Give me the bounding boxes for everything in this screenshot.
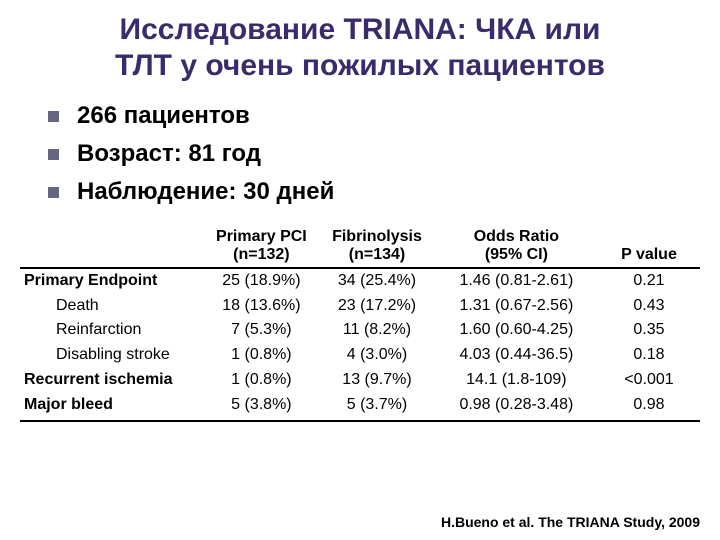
cell: 18 (13.6%) xyxy=(204,294,320,319)
cell: 13 (9.7%) xyxy=(319,368,435,393)
cell: 0.98 (0.28-3.48) xyxy=(435,393,598,421)
square-bullet-icon xyxy=(48,187,59,198)
cell: 0.18 xyxy=(598,343,700,368)
table-row: Recurrent ischemia 1 (0.8%) 13 (9.7%) 14… xyxy=(20,368,700,393)
cell: <0.001 xyxy=(598,368,700,393)
table-header-row: Primary PCI (n=132) Fibrinolysis (n=134)… xyxy=(20,226,700,268)
cell: 4 (3.0%) xyxy=(319,343,435,368)
cell: 1 (0.8%) xyxy=(204,343,320,368)
bullet-text: Возраст: 81 год xyxy=(77,140,261,168)
cell: 5 (3.8%) xyxy=(204,393,320,421)
table-row: Major bleed 5 (3.8%) 5 (3.7%) 0.98 (0.28… xyxy=(20,393,700,421)
table-row: Reinfarction 7 (5.3%) 11 (8.2%) 1.60 (0.… xyxy=(20,318,700,343)
cell: 1.46 (0.81-2.61) xyxy=(435,268,598,294)
table-row: Primary Endpoint 25 (18.9%) 34 (25.4%) 1… xyxy=(20,268,700,294)
square-bullet-icon xyxy=(48,149,59,160)
results-table: Primary PCI (n=132) Fibrinolysis (n=134)… xyxy=(20,226,700,422)
cell: 5 (3.7%) xyxy=(319,393,435,421)
square-bullet-icon xyxy=(48,111,59,122)
cell: 7 (5.3%) xyxy=(204,318,320,343)
col-header-pci: Primary PCI (n=132) xyxy=(204,226,320,268)
col-header-fibrinolysis: Fibrinolysis (n=134) xyxy=(319,226,435,268)
cell: 0.98 xyxy=(598,393,700,421)
row-label: Recurrent ischemia xyxy=(20,368,204,393)
cell: 1.31 (0.67-2.56) xyxy=(435,294,598,319)
bullet-list: 266 пациентов Возраст: 81 год Наблюдение… xyxy=(48,102,700,206)
col-header-blank xyxy=(20,226,204,268)
title-line-2: ТЛТ у очень пожилых пациентов xyxy=(115,49,605,82)
citation: H.Bueno et al. The TRIANA Study, 2009 xyxy=(441,514,700,530)
cell: 0.35 xyxy=(598,318,700,343)
list-item: Возраст: 81 год xyxy=(48,140,700,168)
cell: 25 (18.9%) xyxy=(204,268,320,294)
row-label: Reinfarction xyxy=(20,318,204,343)
bullet-text: 266 пациентов xyxy=(77,102,250,130)
table-row: Disabling stroke 1 (0.8%) 4 (3.0%) 4.03 … xyxy=(20,343,700,368)
cell: 0.21 xyxy=(598,268,700,294)
col-header-odds-ratio: Odds Ratio (95% CI) xyxy=(435,226,598,268)
row-label: Death xyxy=(20,294,204,319)
title-line-1: Исследование TRIANA: ЧКА или xyxy=(120,13,601,46)
col-header-pvalue: P value xyxy=(598,226,700,268)
cell: 4.03 (0.44-36.5) xyxy=(435,343,598,368)
cell: 34 (25.4%) xyxy=(319,268,435,294)
cell: 1.60 (0.60-4.25) xyxy=(435,318,598,343)
bullet-text: Наблюдение: 30 дней xyxy=(77,178,334,206)
table-row: Death 18 (13.6%) 23 (17.2%) 1.31 (0.67-2… xyxy=(20,294,700,319)
cell: 14.1 (1.8-109) xyxy=(435,368,598,393)
row-label: Major bleed xyxy=(20,393,204,421)
cell: 0.43 xyxy=(598,294,700,319)
row-label: Primary Endpoint xyxy=(20,268,204,294)
cell: 1 (0.8%) xyxy=(204,368,320,393)
slide-title: Исследование TRIANA: ЧКА или ТЛТ у очень… xyxy=(20,12,700,84)
list-item: Наблюдение: 30 дней xyxy=(48,178,700,206)
list-item: 266 пациентов xyxy=(48,102,700,130)
row-label: Disabling stroke xyxy=(20,343,204,368)
cell: 23 (17.2%) xyxy=(319,294,435,319)
cell: 11 (8.2%) xyxy=(319,318,435,343)
